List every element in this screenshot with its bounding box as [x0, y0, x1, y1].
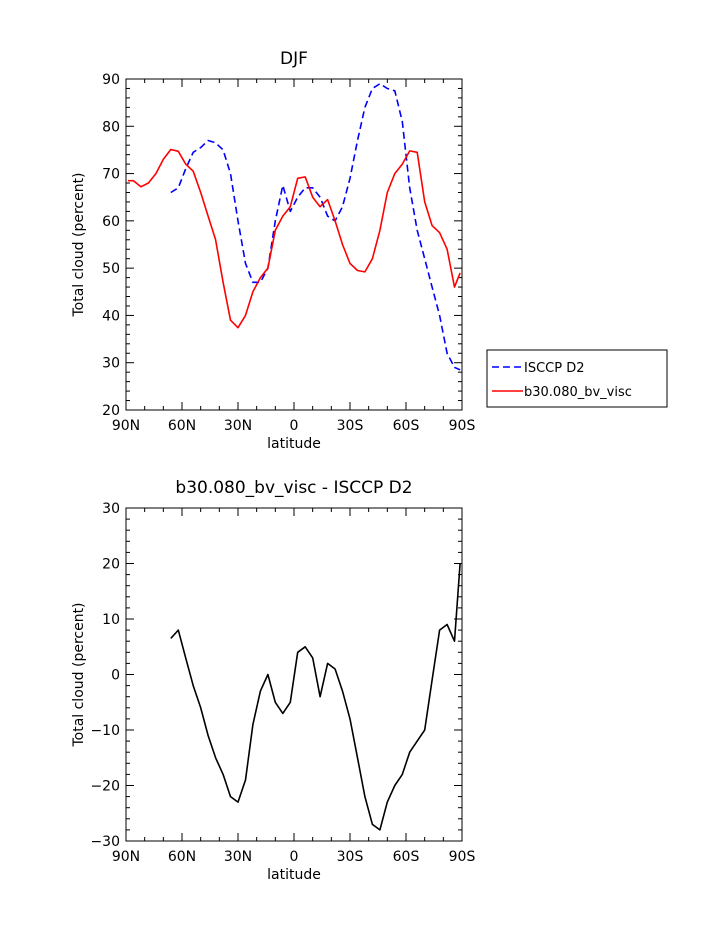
chart-2-ytick-label: 0 — [111, 668, 120, 684]
chart-2-ytick-label: 20 — [102, 557, 120, 573]
chart-1-ytick-label: 80 — [102, 119, 120, 135]
chart-2-ytick-label: −10 — [90, 723, 120, 739]
chart-2-xtick-label: 60S — [393, 849, 420, 865]
chart-1-legend-box — [486, 349, 668, 408]
chart-2-title: b30.080_bv_visc - ISCCP D2 — [175, 478, 412, 498]
chart-2-ytick-label: 30 — [102, 501, 120, 517]
chart-1-series-line-1 — [170, 82, 461, 371]
chart-1-ytick-label: 60 — [102, 214, 120, 230]
chart-1-ytick-label: 30 — [102, 356, 120, 372]
chart-1-plot-frame — [125, 78, 463, 411]
chart-1-y-axis-label: Total cloud (percent) — [71, 172, 87, 317]
chart-2-x-axis-label: latitude — [267, 867, 321, 883]
chart-2-xtick-label: 0 — [290, 849, 299, 865]
chart-1-ytick-label: 20 — [102, 403, 120, 419]
chart-2-xtick-label: 90N — [112, 849, 140, 865]
chart-2-series-line-1 — [170, 563, 461, 831]
chart-2-xtick-label: 60N — [168, 849, 196, 865]
chart-1-ytick-label: 70 — [102, 167, 120, 183]
chart-1-series-line-2 — [127, 148, 461, 329]
chart-2-xtick-label: 90S — [449, 849, 476, 865]
chart-1-ytick-label: 90 — [102, 72, 120, 88]
chart-1-title: DJF — [280, 49, 308, 69]
chart-2-ytick-label: −30 — [90, 834, 120, 850]
chart-1-xtick-label: 30S — [337, 418, 364, 434]
chart-1-legend-label-1: ISCCP D2 — [524, 361, 585, 376]
chart-1-ytick-label: 40 — [102, 308, 120, 324]
chart-2-ytick-label: 10 — [102, 612, 120, 628]
chart-2-xtick-label: 30N — [224, 849, 252, 865]
chart-2-ytick-label: −20 — [90, 779, 120, 795]
chart-1-x-axis-label: latitude — [267, 436, 321, 452]
chart-1-ytick-label: 50 — [102, 261, 120, 277]
chart-1-legend-label-2: b30.080_bv_visc — [524, 385, 632, 400]
chart-2-y-axis-label: Total cloud (percent) — [71, 602, 87, 747]
chart-1-xtick-label: 0 — [290, 418, 299, 434]
chart-1-xtick-label: 90S — [449, 418, 476, 434]
chart-1-xtick-label: 60N — [168, 418, 196, 434]
chart-1-xtick-label: 30N — [224, 418, 252, 434]
chart-1-xtick-label: 90N — [112, 418, 140, 434]
chart-1-xtick-label: 60S — [393, 418, 420, 434]
chart-2-xtick-label: 30S — [337, 849, 364, 865]
